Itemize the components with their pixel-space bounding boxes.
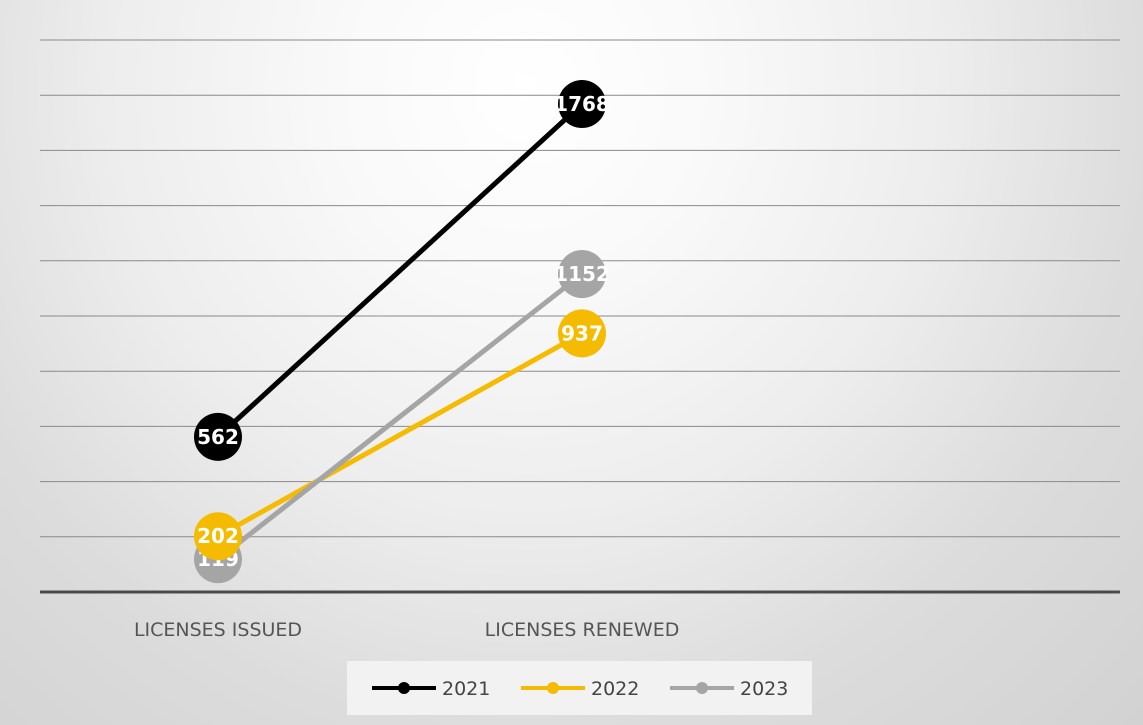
x-tick-labels: LICENSES ISSUED LICENSES RENEWED bbox=[134, 619, 679, 641]
data-markers: 11911522029375621768 bbox=[194, 80, 610, 584]
x-tick-label-0: LICENSES ISSUED bbox=[134, 619, 302, 641]
data-point-2021-0 bbox=[194, 412, 242, 461]
legend-label-2022: 2022 bbox=[591, 678, 639, 700]
legend-marker-2023 bbox=[696, 682, 708, 694]
x-tick-label-1: LICENSES RENEWED bbox=[485, 619, 680, 641]
data-point-2022-0 bbox=[194, 512, 242, 561]
data-point-2021-1 bbox=[558, 80, 606, 129]
legend: 2021 2022 2023 bbox=[372, 678, 788, 700]
data-point-2023-1 bbox=[558, 250, 606, 299]
data-label-2021-1: 1768 bbox=[554, 92, 610, 116]
data-label-2021-0: 562 bbox=[197, 425, 239, 449]
legend-label-2021: 2021 bbox=[442, 678, 490, 700]
legend-label-2023: 2023 bbox=[740, 678, 788, 700]
series-line-2022 bbox=[216, 331, 584, 539]
legend-marker-2021 bbox=[398, 682, 410, 694]
series-line-2023 bbox=[216, 272, 584, 562]
series-line-2021 bbox=[216, 102, 584, 439]
data-point-2022-1 bbox=[558, 309, 606, 358]
data-label-2022-1: 937 bbox=[561, 321, 603, 345]
legend-marker-2022 bbox=[547, 682, 559, 694]
series-lines bbox=[216, 102, 584, 562]
data-label-2023-1: 1152 bbox=[554, 262, 610, 286]
data-label-2022-0: 202 bbox=[197, 524, 239, 548]
